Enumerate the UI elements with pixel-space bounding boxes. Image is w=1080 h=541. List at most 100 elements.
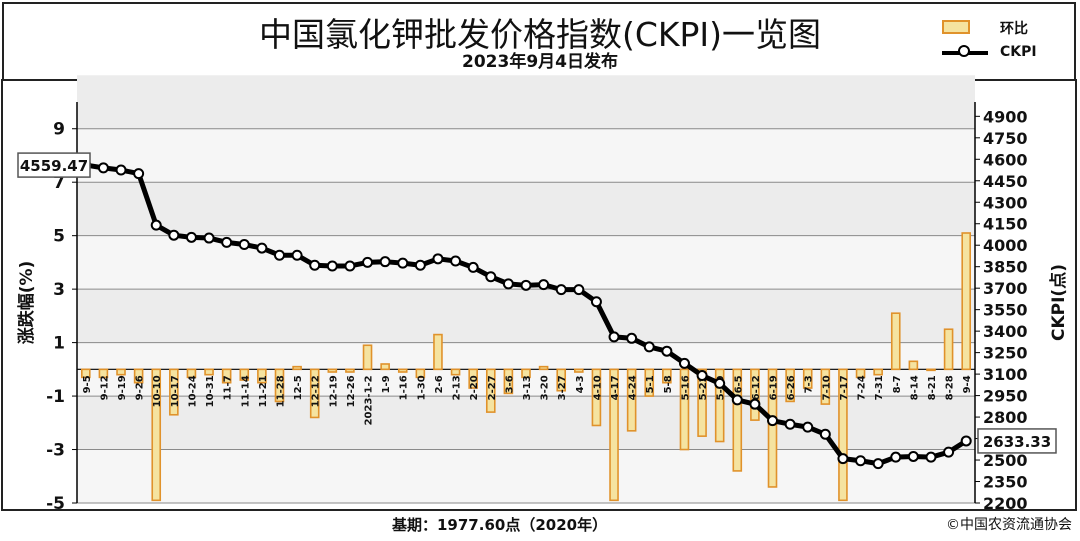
category-label: 2-13: [452, 375, 463, 400]
ckpi-point-6-5: [731, 394, 743, 406]
category-label: 6-5: [733, 375, 744, 393]
ckpi-point-10-10: [150, 219, 162, 231]
category-label: 5-1: [645, 375, 656, 393]
bar-5-8: [662, 368, 672, 384]
bar-7-10: [820, 368, 831, 405]
ckpi-point-1-16: [397, 257, 409, 269]
ckpi-point-3-13: [520, 279, 532, 291]
start-callout-box: [17, 152, 91, 178]
left-axis-title: 涨跌幅(%): [16, 261, 37, 345]
right-tick-label: 4300: [983, 193, 1028, 212]
ckpi-point-8-7: [890, 451, 902, 463]
category-label: 3-13: [522, 375, 533, 400]
category-label: 8-28: [945, 375, 956, 400]
category-label: 11-21: [258, 375, 269, 407]
category-label: 2-27: [487, 375, 498, 400]
bar-6-26: [785, 368, 795, 403]
category-label: 8-14: [909, 375, 920, 400]
ckpi-point-12-5: [291, 249, 303, 261]
ckpi-point-5-1: [643, 341, 655, 353]
right-tick-label: 3100: [983, 365, 1028, 384]
category-label: 6-26: [786, 375, 797, 400]
category-label: 4-10: [592, 375, 603, 400]
ckpi-point-11-14: [238, 238, 250, 250]
bar-2-27: [485, 368, 496, 413]
ckpi-point-10-31: [203, 232, 215, 244]
bar-1-30: [415, 368, 426, 379]
left-tick-label: 5: [53, 227, 65, 247]
category-label: 4-3: [575, 375, 586, 393]
ckpi-point-11-7: [221, 236, 233, 248]
category-label: 10-17: [170, 375, 181, 407]
bar-10-24: [186, 368, 197, 379]
category-label: 8-21: [927, 375, 938, 400]
category-label: 3-20: [540, 375, 551, 400]
bar-2-6: [433, 333, 443, 371]
right-tick-label: 3700: [983, 279, 1028, 298]
bar-11-28: [274, 368, 285, 403]
end-callout-value: 2633.33: [983, 433, 1051, 451]
category-label: 7-17: [839, 375, 850, 400]
bar-4-10: [591, 368, 602, 427]
ckpi-point-3-27: [555, 284, 567, 296]
ckpi-point-7-24: [855, 455, 867, 467]
left-tick-label: 7: [53, 173, 65, 193]
category-label: 4-24: [628, 375, 639, 400]
ckpi-point-4-3: [573, 284, 585, 296]
bar-4-24: [626, 368, 637, 432]
bar-3-6: [503, 368, 514, 395]
bar-7-3: [802, 368, 813, 389]
bar-2-13: [450, 368, 461, 376]
left-tick-label: -1: [46, 387, 65, 407]
start-callout-value: 4559.47: [20, 157, 88, 175]
bar-5-22: [697, 368, 707, 437]
grid-band: [77, 396, 975, 450]
header-panel: [2, 2, 1076, 80]
category-label: 2-6: [434, 375, 445, 393]
bar-8-28: [943, 328, 954, 371]
ckpi-point-6-26: [784, 418, 796, 430]
left-tick-label: 1: [53, 334, 65, 354]
category-label: 12-12: [311, 375, 322, 407]
legend-item-line: CKPI: [942, 44, 1062, 62]
ckpi-point-7-10: [819, 428, 831, 440]
right-tick-label: 4450: [983, 172, 1028, 191]
category-label: 9-4: [962, 375, 973, 393]
bar-11-14: [239, 368, 250, 381]
category-label: 4-17: [610, 375, 621, 400]
ckpi-point-7-31: [872, 458, 884, 470]
grid-band: [77, 449, 975, 503]
category-label: 7-31: [874, 375, 885, 400]
bar-10-31: [204, 368, 214, 376]
category-label: 1-30: [416, 375, 427, 400]
bar-5-29: [714, 368, 725, 443]
category-label: 12-26: [346, 375, 357, 407]
ckpi-point-4-24: [626, 332, 638, 344]
category-label: 5-8: [663, 375, 674, 393]
category-label: 8-7: [892, 375, 903, 393]
footer-copyright: ©中国农资流通协会: [946, 517, 1072, 533]
left-tick-label: 9: [53, 120, 65, 140]
ckpi-point-2-27: [485, 271, 497, 283]
ckpi-point-9-19: [115, 164, 127, 176]
bar-1-9: [380, 363, 390, 371]
category-label: 9-26: [135, 375, 146, 400]
category-label: 9-5: [82, 375, 93, 393]
bar-8-14: [908, 360, 919, 371]
ckpi-point-4-17: [608, 331, 620, 343]
category-label: 11-14: [240, 375, 251, 407]
bar-12-12: [309, 368, 320, 419]
left-tick-label: -5: [46, 494, 65, 514]
legend-bar-label: 环比: [1000, 21, 1028, 37]
right-tick-label: 2950: [983, 387, 1028, 406]
bar-8-21: [926, 368, 936, 372]
category-label: 6-19: [769, 375, 780, 400]
bar-9-19: [116, 368, 126, 376]
category-label: 1-9: [381, 375, 392, 393]
left-tick-label: -3: [46, 441, 65, 461]
bar-11-7: [221, 368, 232, 384]
ckpi-point-1-9: [379, 256, 391, 268]
right-tick-label: 4900: [983, 107, 1028, 126]
